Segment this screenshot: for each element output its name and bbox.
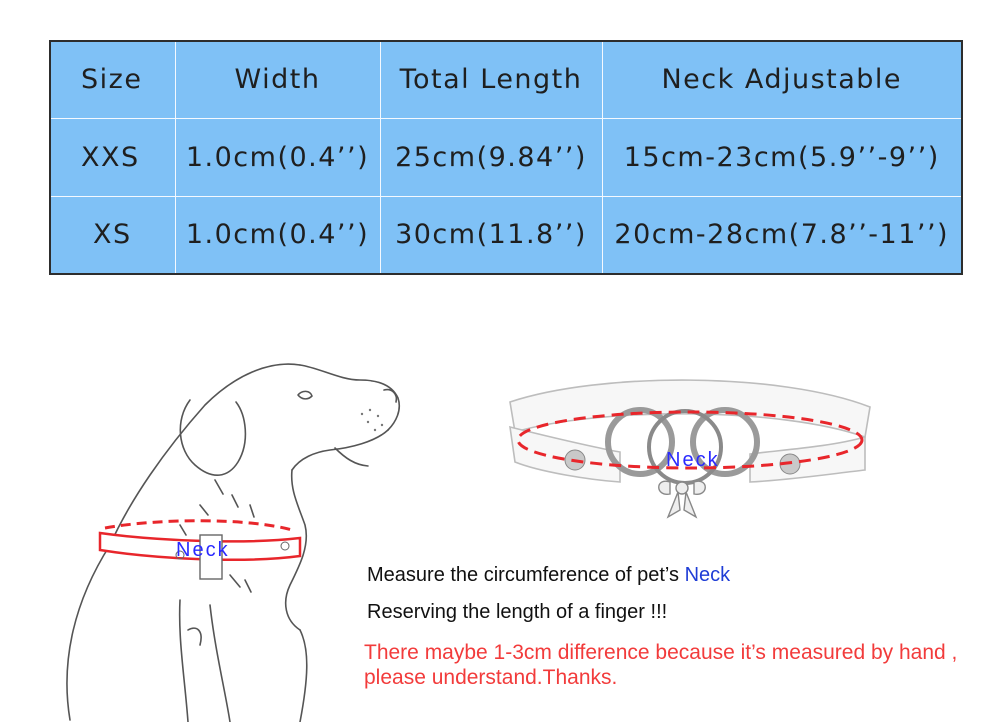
cell-total-length: 25cm(9.84’’) [379,117,603,197]
measure-instruction-neck: Neck [684,564,731,586]
header-size: Size [49,40,176,119]
collar-neck-label: Neck [666,449,720,471]
collar-illustration [509,379,871,519]
measure-instruction: Measure the circumference of pet’s Neck [367,564,730,587]
header-neck-adjustable: Neck Adjustable [601,40,963,119]
header-width: Width [174,40,381,119]
cell-total-length: 30cm(11.8’’) [379,195,603,275]
reserve-instruction: Reserving the length of a finger !!! [367,601,668,623]
cell-size: XS [49,195,176,275]
table-header-row: Size Width Total Length Neck Adjustable [49,40,963,119]
table-row: XS 1.0cm(0.4’’) 30cm(11.8’’) 20cm-28cm(7… [49,195,963,275]
cell-width: 1.0cm(0.4’’) [174,195,381,275]
cell-width: 1.0cm(0.4’’) [174,117,381,197]
measure-instruction-text: Measure the circumference of pet’s [367,564,685,586]
size-table: Size Width Total Length Neck Adjustable … [49,40,963,275]
dog-neck-label: Neck [176,539,230,561]
cell-neck-adjustable: 20cm-28cm(7.8’’-11’’) [601,195,963,275]
measurement-note: There maybe 1-3cm difference because it’… [364,641,958,689]
cell-neck-adjustable: 15cm-23cm(5.9’’-9’’) [601,117,963,197]
table-row: XXS 1.0cm(0.4’’) 25cm(9.84’’) 15cm-23cm(… [49,117,963,197]
header-total-length: Total Length [379,40,603,119]
dog-illustration [66,363,401,722]
cell-size: XXS [49,117,176,197]
